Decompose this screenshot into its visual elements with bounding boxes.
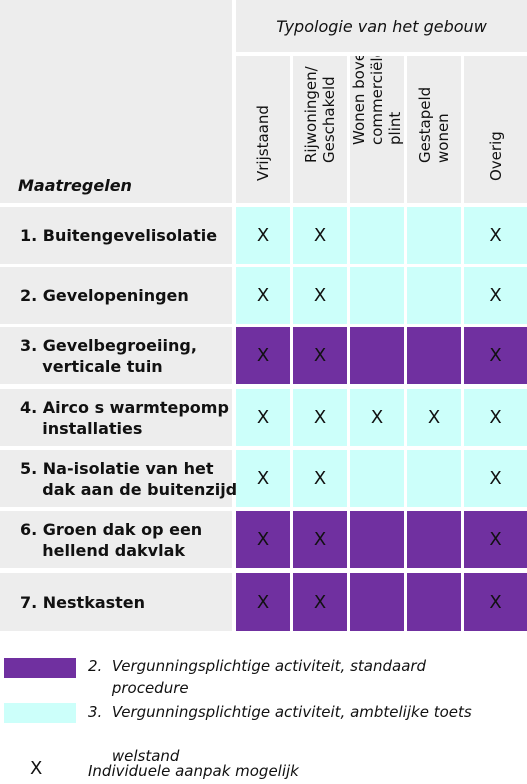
measure-row-label: 4. Airco s warmtepomp installaties: [0, 389, 232, 446]
legend-swatch-cyan: [4, 703, 76, 723]
matrix-cell: [407, 511, 461, 568]
matrix-cell: [350, 267, 404, 324]
matrix-cell: X: [464, 327, 527, 384]
matrix-cell: [407, 327, 461, 384]
matrix-cell: X: [464, 207, 527, 264]
column-header-label: Gestapeld wonen: [416, 86, 452, 163]
matrix-cell: X: [293, 207, 347, 264]
matrix-cell: [407, 267, 461, 324]
measures-label: Maatregelen: [18, 176, 132, 195]
measure-row-label: 2. Gevelopeningen: [0, 267, 232, 324]
matrix-cell: X: [350, 389, 404, 446]
matrix-cell: X: [236, 389, 290, 446]
measure-label-text: 4. Airco s warmtepomp installaties: [20, 397, 229, 438]
matrix-cell: X: [293, 450, 347, 507]
matrix-cell: [350, 327, 404, 384]
column-header-1: Vrijstaand: [236, 56, 290, 203]
matrix-cell: X: [464, 573, 527, 631]
measure-label-text: 3. Gevelbegroeiing, verticale tuin: [20, 335, 197, 376]
matrix-cell: [407, 450, 461, 507]
matrix-cell: X: [464, 389, 527, 446]
matrix-cell: X: [293, 389, 347, 446]
measure-label-text: 2. Gevelopeningen: [20, 286, 189, 305]
legend-x-symbol: X: [30, 758, 43, 779]
matrix-cell: [407, 573, 461, 631]
measure-label-text: 1. Buitengevelisolatie: [20, 226, 218, 245]
column-header-5: Overig: [464, 56, 527, 203]
legend-text-purple: 2. Vergunningsplichtige activiteit, stan…: [88, 657, 427, 697]
measures-table: Typologie van het gebouw Maatregelen Vri…: [0, 0, 527, 631]
matrix-cell: [350, 207, 404, 264]
matrix-cell: X: [236, 450, 290, 507]
matrix-cell: X: [236, 573, 290, 631]
column-header-label: Vrijstaand: [254, 105, 272, 181]
matrix-cell: X: [293, 267, 347, 324]
measure-label-text: 5. Na-isolatie van het dak aan de buiten…: [20, 458, 248, 499]
measure-row-label: 6. Groen dak op een hellend dakvlak: [0, 511, 232, 568]
matrix-cell: X: [236, 327, 290, 384]
measure-row-label: 1. Buitengevelisolatie: [0, 207, 232, 264]
matrix-cell: X: [293, 573, 347, 631]
column-header-2: Rijwoningen/ Geschakeld: [293, 56, 347, 203]
typology-title: Typologie van het gebouw: [276, 16, 487, 36]
matrix-cell: X: [464, 450, 527, 507]
legend-text-x: Individuele aanpak mogelijk: [88, 762, 299, 780]
measure-row-label: 5. Na-isolatie van het dak aan de buiten…: [0, 450, 248, 507]
matrix-cell: X: [407, 389, 461, 446]
matrix-cell: X: [236, 207, 290, 264]
column-header-3: Wonen boven commerciële plint: [350, 56, 404, 203]
typology-header-cell: [236, 0, 527, 52]
legend-text-cyan: 3. Vergunningsplichtige activiteit, ambt…: [88, 703, 472, 765]
measure-label-text: 6. Groen dak op een hellend dakvlak: [20, 519, 203, 560]
matrix-cell: [350, 450, 404, 507]
measures-header-cell: [0, 0, 232, 203]
matrix-cell: X: [464, 511, 527, 568]
matrix-cell: X: [293, 511, 347, 568]
measure-row-label: 3. Gevelbegroeiing, verticale tuin: [0, 327, 232, 384]
matrix-cell: X: [464, 267, 527, 324]
matrix-cell: X: [236, 267, 290, 324]
column-header-label: Overig: [486, 131, 505, 181]
matrix-cell: X: [236, 511, 290, 568]
measure-row-label: 7. Nestkasten: [0, 573, 232, 631]
matrix-cell: [350, 573, 404, 631]
measure-label-text: 7. Nestkasten: [20, 592, 146, 612]
column-header-label: Wonen boven commerciële plint: [350, 56, 404, 145]
legend-swatch-purple: [4, 658, 76, 678]
column-header-label: Rijwoningen/ Geschakeld: [302, 66, 338, 163]
matrix-cell: X: [293, 327, 347, 384]
matrix-cell: [350, 511, 404, 568]
matrix-cell: [407, 207, 461, 264]
column-header-4: Gestapeld wonen: [407, 56, 461, 203]
